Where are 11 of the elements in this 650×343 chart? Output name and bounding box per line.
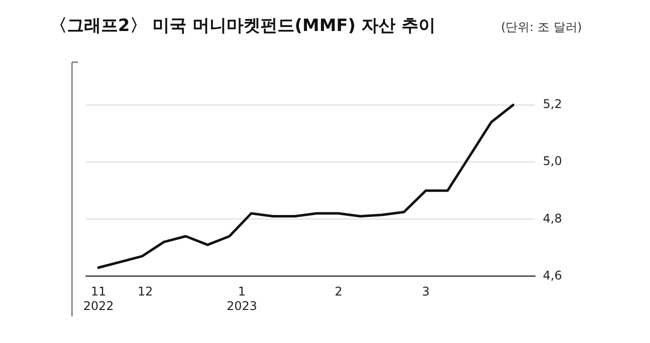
y-tick-label: 5,0 bbox=[542, 154, 562, 168]
x-tick-label: 11 2022 bbox=[83, 284, 114, 313]
y-tick-label: 4,6 bbox=[542, 268, 562, 282]
x-tick-label: 12 bbox=[138, 284, 153, 299]
x-tick-label: 3 bbox=[422, 284, 430, 299]
y-tick-label: 5,2 bbox=[542, 97, 562, 112]
x-tick-label: 1 2023 bbox=[226, 284, 258, 313]
chart-title: 〈그래프2〉 미국 머니마켓펀드(MMF) 자산 추이 bbox=[50, 15, 436, 37]
y-tick-label: 4,8 bbox=[542, 211, 562, 226]
x-tick-label: 2 bbox=[334, 284, 342, 299]
chart-subtitle: (단위: 조 달러) bbox=[500, 19, 582, 36]
